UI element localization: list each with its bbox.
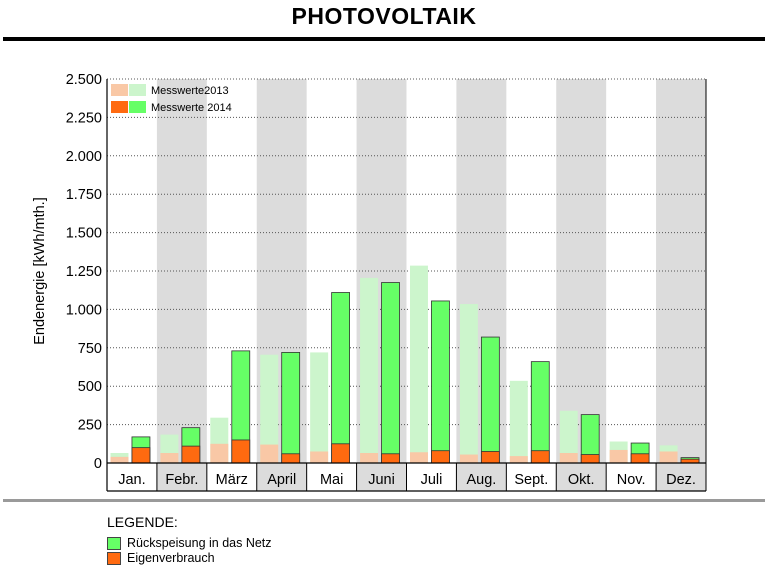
- bar-2014-rueckspeisung-4: [331, 292, 350, 464]
- page-title: PHOTOVOLTAIK: [291, 3, 477, 29]
- y-tick-label-8: 2.000: [66, 149, 102, 165]
- bar-2014-eigenverbrauch-9: [580, 454, 600, 464]
- bar-2013-eigenverbrauch-9: [559, 453, 578, 463]
- inner-legend-rueck-swatch-1: [129, 101, 146, 113]
- x-tick-label-11: Dez.: [666, 472, 696, 488]
- x-tick-label-1: Febr.: [165, 472, 198, 488]
- bar-2013-eigenverbrauch-11: [659, 451, 678, 463]
- top-rule: [3, 37, 765, 41]
- bar-2013-rueckspeisung-8: [509, 380, 528, 463]
- month-band-11: [656, 79, 706, 491]
- y-tick-label-3: 750: [78, 341, 102, 357]
- legend-label-rueckspeisung: Rückspeisung in das Netz: [127, 536, 272, 550]
- legend-swatch-eigenverbrauch: [107, 552, 121, 565]
- legend-title: LEGENDE:: [107, 514, 178, 530]
- inner-legend-label-1: Messwerte 2014: [151, 102, 232, 114]
- bar-2013-rueckspeisung-3: [260, 354, 279, 463]
- month-band-1: [156, 79, 207, 491]
- y-tick-label-4: 1.000: [66, 302, 102, 318]
- bar-2014-rueckspeisung-5: [381, 282, 400, 464]
- x-tick-label-4: Mai: [320, 472, 343, 488]
- bar-2013-eigenverbrauch-4: [310, 451, 329, 463]
- x-tick-label-6: Juli: [421, 472, 443, 488]
- y-tick-label-6: 1.500: [66, 226, 102, 242]
- bar-2013-rueckspeisung-5: [360, 277, 379, 463]
- bar-2013-eigenverbrauch-10: [609, 449, 628, 463]
- bar-2014-eigenverbrauch-6: [431, 450, 450, 464]
- bar-2013-eigenverbrauch-6: [409, 452, 428, 463]
- x-tick-label-8: Sept.: [514, 472, 548, 488]
- y-tick-label-10: 2.500: [66, 72, 102, 88]
- bar-2014-rueckspeisung-3: [281, 352, 301, 464]
- bottom-rule: [3, 499, 765, 502]
- bar-2013-eigenverbrauch-3: [260, 444, 279, 463]
- bar-2013-eigenverbrauch-5: [360, 453, 379, 463]
- bar-2013-rueckspeisung-9: [559, 410, 578, 463]
- bar-2014-eigenverbrauch-4: [331, 443, 350, 464]
- bar-2014-eigenverbrauch-1: [181, 445, 201, 464]
- x-tick-label-7: Aug.: [466, 472, 496, 488]
- x-tick-label-3: April: [267, 472, 296, 488]
- y-tick-label-0: 0: [94, 456, 102, 472]
- x-tick-label-9: Okt.: [568, 472, 595, 488]
- bar-2014-eigenverbrauch-5: [381, 453, 400, 464]
- bar-2013-rueckspeisung-7: [459, 304, 478, 463]
- bar-2013-eigenverbrauch-1: [160, 453, 179, 463]
- y-axis-label: Endenergie [kWh/mth.]: [32, 197, 48, 345]
- bar-2013-eigenverbrauch-2: [210, 443, 229, 463]
- bar-2014-rueckspeisung-6: [431, 300, 450, 464]
- y-tick-label-9: 2.250: [66, 110, 102, 126]
- bar-2014-eigenverbrauch-3: [281, 453, 301, 464]
- x-tick-label-5: Juni: [368, 472, 395, 488]
- y-tick-label-5: 1.250: [66, 264, 102, 280]
- inner-legend-label-0: Messwerte2013: [151, 85, 229, 97]
- bar-2014-eigenverbrauch-8: [530, 450, 550, 464]
- inner-legend-rueck-swatch-0: [129, 84, 146, 96]
- bar-2014-eigenverbrauch-2: [231, 439, 251, 464]
- x-tick-label-0: Jan.: [118, 472, 145, 488]
- y-tick-label-1: 250: [78, 418, 102, 434]
- inner-legend-eigen-swatch-1: [111, 101, 128, 113]
- bar-2014-eigenverbrauch-7: [480, 451, 500, 464]
- inner-legend-eigen-swatch-0: [111, 84, 128, 96]
- bar-2014-eigenverbrauch-0: [131, 447, 151, 464]
- x-tick-label-2: März: [216, 472, 248, 488]
- legend-label-eigenverbrauch: Eigenverbrauch: [127, 551, 215, 565]
- bar-chart: 0 250 500 750 1.000 1.250 1.500 1.750 2.000 2.250…: [32, 72, 707, 492]
- y-tick-label-7: 1.750: [66, 187, 102, 203]
- bar-2013-rueckspeisung-6: [409, 265, 428, 463]
- bar-2013-eigenverbrauch-7: [459, 454, 478, 463]
- x-tick-label-10: Nov.: [617, 472, 646, 488]
- bar-2013-eigenverbrauch-0: [110, 456, 129, 463]
- bar-2013-rueckspeisung-4: [310, 352, 329, 463]
- bar-2014-eigenverbrauch-10: [630, 453, 650, 464]
- bar-2014-rueckspeisung-7: [480, 336, 500, 464]
- bar-2013-eigenverbrauch-8: [509, 456, 528, 463]
- legend-swatch-rueckspeisung: [107, 537, 121, 550]
- bar-2014-rueckspeisung-8: [530, 361, 550, 464]
- y-tick-label-2: 500: [78, 379, 102, 395]
